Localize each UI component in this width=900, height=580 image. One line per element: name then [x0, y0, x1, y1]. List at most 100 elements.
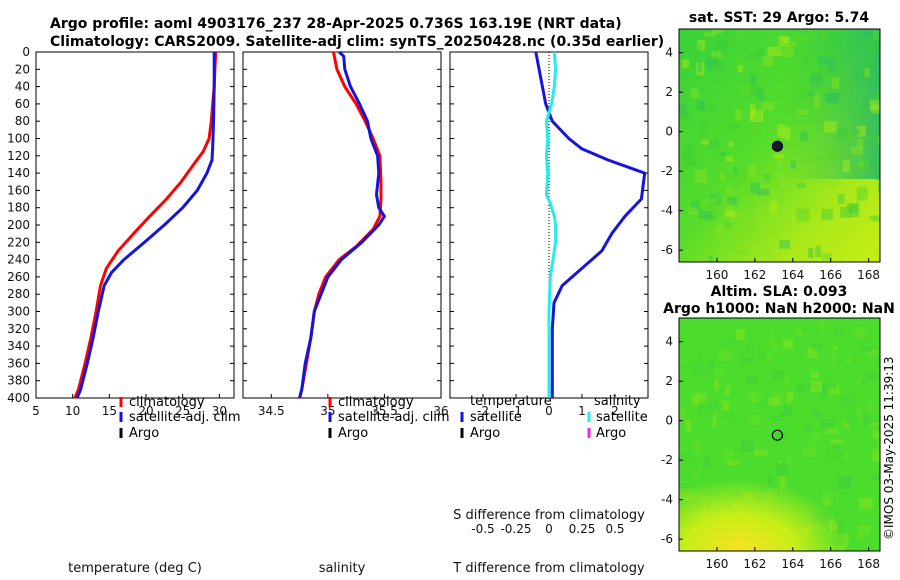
texture-cell [728, 141, 734, 147]
texture-cell [812, 410, 822, 418]
texture-cell [868, 400, 875, 413]
texture-cell [699, 405, 713, 417]
sst-lon-ticks: 160 162 164 166 168 [705, 258, 880, 282]
x-tick-label: 5 [32, 404, 40, 418]
texture-cell [787, 41, 797, 47]
x-tick-label: 1 [578, 404, 586, 418]
s-difference-tick-labels: -0.5 -0.25 0 0.25 0.5 [471, 522, 624, 536]
texture-cell [756, 351, 767, 361]
sla-warm-region [679, 420, 880, 551]
texture-cell [784, 373, 790, 386]
texture-cell [831, 181, 837, 188]
texture-cell [857, 125, 867, 137]
texture-cell [708, 360, 715, 371]
texture-cell [869, 216, 878, 221]
texture-cell [807, 91, 816, 97]
texture-cell [856, 138, 864, 149]
y-tick-label: 80 [15, 114, 30, 128]
y-tick-label: 60 [15, 97, 30, 111]
texture-cell [718, 350, 732, 362]
texture-cell [861, 379, 866, 385]
texture-cell [755, 63, 763, 71]
difference-depth-ticks [450, 51, 648, 399]
x-tick-label: -1 [510, 404, 522, 418]
series-line-temperature-satellite [534, 51, 647, 398]
texture-cell [858, 185, 866, 197]
y-tick-label: 40 [15, 80, 30, 94]
texture-cell [729, 211, 737, 222]
x-tick-label: 35 [320, 404, 335, 418]
texture-cell [860, 158, 870, 170]
texture-cell [708, 105, 714, 113]
texture-cell [724, 411, 734, 420]
y-tick-label: 400 [7, 391, 30, 405]
y-tick-label: 0 [665, 414, 673, 428]
x-tick-label: 25 [175, 404, 190, 418]
difference-panel: -2 -1 0 1 2 T difference from climatology S … [449, 51, 649, 576]
x-tick-label: 166 [819, 268, 842, 282]
texture-cell [855, 129, 861, 135]
legend-s-satellite-label: satellite [596, 410, 648, 425]
texture-cell [756, 240, 768, 253]
texture-cell [746, 375, 758, 384]
salinity-depth-ticks [243, 51, 441, 399]
s-tick-label: -0.5 [471, 522, 494, 536]
texture-cell [697, 60, 702, 72]
texture-cell [821, 32, 828, 38]
y-tick-label: 0 [665, 125, 673, 139]
salinity-lines [298, 50, 386, 399]
texture-cell [773, 153, 785, 159]
sst-map-frame [678, 28, 881, 263]
y-tick-label: 260 [7, 270, 30, 284]
texture-cell [714, 40, 728, 55]
y-tick-label: 240 [7, 253, 30, 267]
texture-cell [737, 173, 747, 183]
texture-cell [782, 37, 791, 43]
texture-cell [790, 161, 796, 169]
texture-cell [821, 253, 832, 261]
texture-cell [854, 67, 859, 81]
temperature-xlabel: temperature (deg C) [68, 561, 202, 576]
texture-cell [714, 186, 722, 198]
x-tick-label: -2 [477, 404, 489, 418]
y-tick-label: 300 [7, 305, 30, 319]
y-tick-label: -2 [661, 164, 673, 178]
texture-cell [840, 206, 853, 218]
texture-cell [708, 400, 718, 410]
x-tick-label: 2 [611, 404, 619, 418]
x-tick-label: 160 [705, 557, 728, 571]
y-tick-label: 180 [7, 201, 30, 215]
texture-cell [725, 175, 739, 189]
texture-cell [876, 356, 880, 367]
sla-lat-ticks: -6 -4 -2 0 2 4 [661, 335, 683, 546]
texture-cell [873, 245, 880, 257]
texture-cell [680, 408, 686, 422]
texture-cell [777, 124, 786, 138]
texture-cell [696, 62, 705, 76]
legend-s-argo-label: Argo [596, 426, 626, 441]
texture-cell [733, 166, 738, 173]
legend-t-satellite-label: satellite [470, 410, 522, 425]
texture-cell [700, 365, 710, 377]
texture-cell [797, 109, 808, 115]
texture-cell [681, 59, 690, 69]
series-line-climatology [298, 51, 383, 399]
texture-cell [755, 50, 765, 57]
texture-cell [827, 382, 837, 390]
texture-cell [695, 392, 706, 402]
texture-cell [719, 173, 726, 181]
x-tick-label: 34.5 [258, 404, 285, 418]
texture-cell [847, 355, 852, 364]
texture-cell [772, 392, 784, 405]
y-tick-label: -4 [661, 493, 673, 507]
depth-ticks: 0 20 40 60 80 100 120 140 160 180 200 220 240 260 280 3… [7, 45, 234, 405]
texture-cell [865, 372, 877, 381]
texture-cell [814, 94, 820, 109]
texture-cell [747, 53, 759, 60]
argo-location-marker [771, 140, 784, 152]
texture-cell [761, 101, 775, 111]
texture-cell [726, 185, 732, 196]
texture-cell [778, 41, 786, 50]
texture-cell [826, 93, 840, 104]
texture-cell [794, 330, 804, 336]
